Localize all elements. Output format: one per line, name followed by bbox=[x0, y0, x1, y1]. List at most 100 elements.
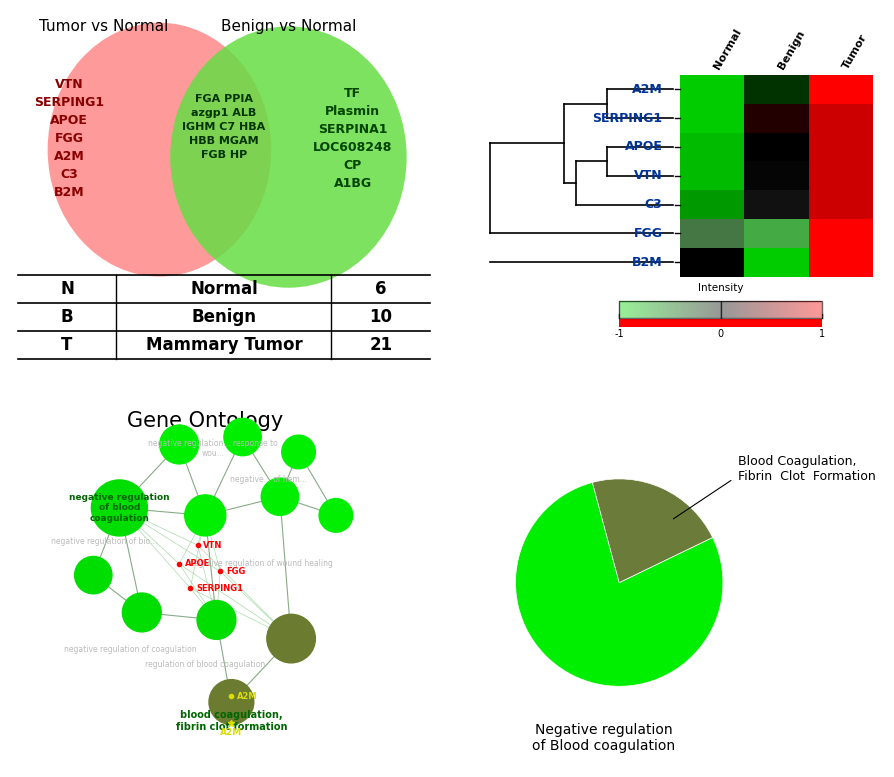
Circle shape bbox=[91, 480, 148, 536]
Bar bbox=[704, 301, 705, 318]
Bar bbox=[677, 301, 678, 318]
Bar bbox=[804, 301, 805, 318]
Bar bbox=[814, 301, 815, 318]
Text: Blood Coagulation,
Fibrin  Clot  Formation: Blood Coagulation, Fibrin Clot Formation bbox=[738, 455, 875, 483]
Text: negative regulation of wound healing: negative regulation of wound healing bbox=[190, 559, 333, 569]
Bar bbox=[674, 301, 675, 318]
Bar bbox=[762, 301, 763, 318]
Bar bbox=[713, 301, 714, 318]
Bar bbox=[719, 301, 720, 318]
Bar bbox=[819, 301, 820, 318]
Bar bbox=[808, 162, 873, 190]
Text: APOE: APOE bbox=[184, 559, 210, 569]
Bar bbox=[701, 301, 702, 318]
Bar bbox=[746, 301, 747, 318]
Bar bbox=[645, 301, 646, 318]
Bar bbox=[800, 301, 801, 318]
Bar bbox=[790, 301, 791, 318]
Bar bbox=[721, 301, 722, 318]
Text: Intensity: Intensity bbox=[697, 284, 742, 294]
Bar bbox=[623, 301, 624, 318]
Bar bbox=[801, 301, 803, 318]
Bar bbox=[717, 301, 718, 318]
Bar bbox=[808, 248, 873, 277]
Bar bbox=[643, 301, 644, 318]
Bar bbox=[733, 301, 734, 318]
Bar bbox=[773, 301, 774, 318]
Bar bbox=[679, 104, 743, 133]
Bar bbox=[730, 301, 732, 318]
Text: N: N bbox=[60, 280, 74, 298]
Text: Mammary Tumor: Mammary Tumor bbox=[146, 336, 302, 354]
Bar bbox=[750, 301, 751, 318]
Bar bbox=[634, 301, 635, 318]
Bar bbox=[727, 301, 728, 318]
Bar bbox=[622, 301, 623, 318]
Bar bbox=[793, 301, 795, 318]
Bar bbox=[668, 301, 670, 318]
Bar bbox=[761, 301, 762, 318]
Bar bbox=[754, 301, 755, 318]
Bar bbox=[711, 301, 712, 318]
Bar bbox=[743, 133, 808, 162]
Bar bbox=[619, 301, 620, 318]
Bar bbox=[659, 301, 660, 318]
Text: Normal: Normal bbox=[711, 27, 742, 71]
Bar bbox=[743, 104, 808, 133]
Bar bbox=[752, 301, 753, 318]
Bar bbox=[665, 301, 666, 318]
Text: C3: C3 bbox=[644, 198, 662, 211]
Bar bbox=[811, 301, 812, 318]
Bar bbox=[726, 301, 727, 318]
Bar bbox=[679, 190, 743, 219]
Bar bbox=[781, 301, 782, 318]
Bar bbox=[769, 301, 770, 318]
Bar bbox=[815, 301, 816, 318]
Text: FGG: FGG bbox=[633, 227, 662, 240]
Text: SERPING1: SERPING1 bbox=[592, 112, 662, 124]
Bar bbox=[651, 301, 652, 318]
Text: VTN: VTN bbox=[633, 169, 662, 183]
Bar bbox=[745, 301, 746, 318]
Bar bbox=[789, 301, 790, 318]
Bar bbox=[760, 301, 761, 318]
Bar bbox=[777, 301, 779, 318]
Bar bbox=[679, 219, 743, 248]
Ellipse shape bbox=[170, 26, 406, 287]
Bar bbox=[640, 301, 641, 318]
Text: B: B bbox=[61, 308, 73, 326]
Bar bbox=[756, 301, 757, 318]
Bar bbox=[744, 301, 745, 318]
Bar bbox=[657, 301, 658, 318]
Circle shape bbox=[266, 615, 315, 663]
Bar bbox=[650, 301, 651, 318]
Bar bbox=[679, 248, 743, 277]
Text: A2M: A2M bbox=[237, 692, 257, 701]
Bar bbox=[808, 104, 873, 133]
Bar bbox=[679, 301, 680, 318]
Bar bbox=[689, 301, 690, 318]
Bar bbox=[710, 301, 711, 318]
Bar bbox=[737, 301, 738, 318]
Bar bbox=[764, 301, 765, 318]
Bar bbox=[662, 301, 663, 318]
Bar bbox=[767, 301, 768, 318]
Bar bbox=[637, 301, 638, 318]
Bar bbox=[649, 301, 650, 318]
Bar bbox=[813, 301, 814, 318]
Bar bbox=[722, 301, 724, 318]
Bar bbox=[626, 301, 627, 318]
Text: Benign: Benign bbox=[191, 308, 257, 326]
Text: Gene Ontology: Gene Ontology bbox=[127, 411, 283, 431]
Bar bbox=[808, 301, 810, 318]
Bar bbox=[679, 75, 743, 104]
Bar bbox=[792, 301, 793, 318]
Bar bbox=[705, 301, 706, 318]
Circle shape bbox=[282, 435, 315, 469]
Text: blood coagulation,
fibrin clot formation: blood coagulation, fibrin clot formation bbox=[175, 710, 287, 731]
Text: Benign: Benign bbox=[776, 29, 805, 71]
Bar bbox=[714, 301, 716, 318]
Bar bbox=[667, 301, 668, 318]
Bar bbox=[716, 301, 717, 318]
Text: regulation of blood coagulation: regulation of blood coagulation bbox=[145, 660, 266, 669]
